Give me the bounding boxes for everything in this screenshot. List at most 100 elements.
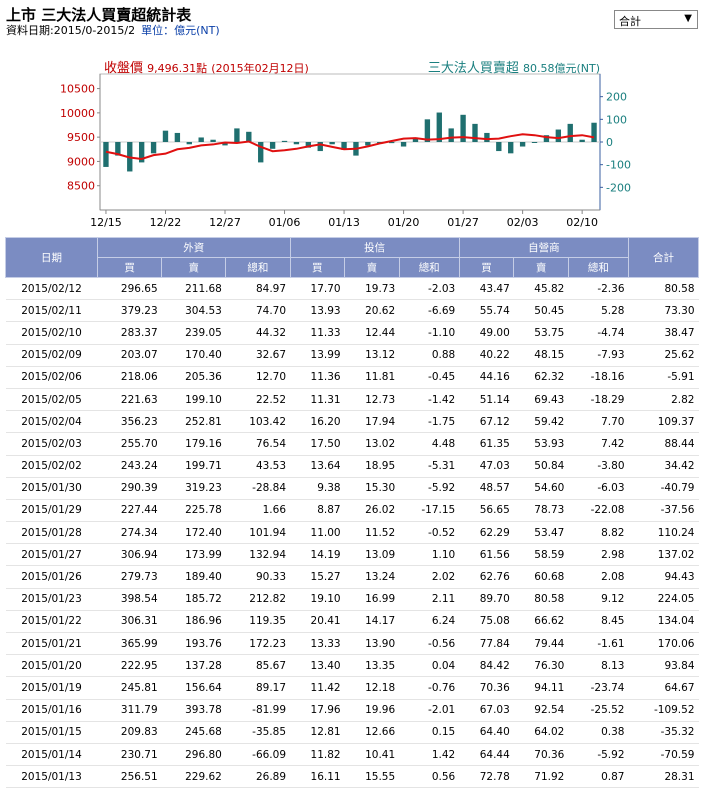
net-buy-bar: [591, 122, 597, 142]
row-value: 193.76: [161, 632, 226, 656]
row-value: 80.58: [628, 277, 699, 301]
row-value: 15.27: [290, 565, 345, 589]
row-value: 256.51: [97, 765, 162, 788]
row-value: 290.39: [97, 477, 162, 500]
row-date: 2015/02/10: [5, 321, 98, 345]
row-value: 51.14: [459, 388, 514, 412]
row-value: 14.17: [344, 610, 400, 634]
header-dealer-net: 總和: [567, 257, 630, 278]
row-value: 12.81: [290, 721, 345, 744]
summary-select[interactable]: 合計 ▼: [614, 10, 698, 29]
institutional-table: 日期 外資 投信 自營商 合計 買 賣 總和 買 賣 總和 買 賣 總和 201…: [5, 237, 699, 788]
date-label: 資料日期:2015/0-2015/2: [6, 24, 136, 37]
row-value: 0.88: [399, 344, 460, 367]
row-value: 13.90: [344, 632, 400, 656]
row-date: 2015/01/20: [5, 654, 98, 678]
row-value: 6.24: [399, 610, 460, 634]
row-value: 8.82: [568, 521, 629, 545]
row-value: 22.52: [225, 388, 291, 412]
table-row: 2015/02/03 255.70 179.16 76.54 17.50 13.02 4.4…: [5, 432, 699, 456]
row-value: 84.97: [225, 277, 291, 301]
row-value: 45.82: [513, 277, 569, 301]
row-value: -23.74: [568, 676, 629, 700]
row-value: 13.35: [344, 654, 400, 678]
row-value: 17.50: [290, 432, 345, 456]
row-value: 173.99: [161, 543, 226, 567]
row-value: 189.40: [161, 565, 226, 589]
right-tick-label: 100: [606, 113, 627, 126]
row-value: 77.84: [459, 632, 514, 656]
row-value: 55.74: [459, 299, 514, 323]
row-value: -2.03: [399, 277, 460, 301]
net-buy-bar: [138, 142, 145, 163]
row-value: 76.54: [225, 432, 291, 456]
row-date: 2015/01/22: [5, 610, 98, 634]
net-buy-bar: [496, 142, 502, 152]
row-value: 137.28: [161, 654, 226, 678]
row-value: 64.67: [628, 676, 699, 700]
left-tick-label: 10000: [60, 107, 95, 120]
row-value: 53.93: [513, 432, 569, 456]
row-value: 356.23: [97, 410, 162, 434]
net-buy-bar: [341, 142, 347, 150]
row-value: 58.59: [513, 543, 569, 567]
row-value: 172.40: [161, 521, 226, 545]
unit-label: 單位：億元(NT): [141, 24, 220, 37]
row-date: 2015/02/03: [5, 432, 98, 456]
table-row: 2015/02/10 283.37 239.05 44.32 11.33 12.44 -1.…: [5, 321, 699, 345]
row-value: 1.10: [399, 543, 460, 567]
net-buy-bar: [329, 142, 335, 145]
table-row: 2015/01/26 279.73 189.40 90.33 15.27 13.24 2.0…: [5, 565, 699, 589]
header-trust-buy: 買: [289, 257, 346, 278]
row-value: -22.08: [568, 499, 629, 523]
table-row: 2015/02/09 203.07 170.40 32.67 13.99 13.12 0.8…: [5, 344, 699, 367]
row-date: 2015/01/15: [5, 721, 98, 744]
row-value: 53.75: [513, 321, 569, 345]
row-value: 64.44: [459, 743, 514, 767]
row-date: 2015/02/04: [5, 410, 98, 434]
legend-close-price: 收盤價 9,496.31點 (2015年02月12日): [104, 57, 309, 76]
row-value: 89.17: [225, 676, 291, 700]
net-buy-bar: [198, 137, 204, 142]
row-value: 62.76: [459, 565, 514, 589]
row-value: 0.56: [399, 765, 460, 788]
x-tick-label: 12/15: [90, 216, 122, 229]
x-tick-label: 02/03: [507, 216, 539, 229]
row-value: 89.70: [459, 588, 514, 611]
row-value: 92.54: [513, 699, 569, 722]
header-foreign: 外資: [97, 237, 291, 258]
row-value: 43.47: [459, 277, 514, 301]
row-value: 319.23: [161, 477, 226, 500]
row-value: -18.29: [568, 388, 629, 412]
row-value: 212.82: [225, 588, 291, 611]
row-value: 2.11: [399, 588, 460, 611]
net-buy-bar: [436, 112, 442, 142]
row-value: 103.42: [225, 410, 291, 434]
row-date: 2015/01/14: [5, 743, 98, 767]
legend-close-value: 9,496.31點: [147, 62, 208, 75]
row-date: 2015/01/21: [5, 632, 98, 656]
row-value: 10.41: [344, 743, 400, 767]
row-value: 50.84: [513, 455, 569, 478]
table-row: 2015/01/23 398.54 185.72 212.82 19.10 16.99 2.…: [5, 588, 699, 611]
row-value: 170.40: [161, 344, 226, 367]
net-buy-bar: [305, 142, 312, 148]
table-row: 2015/02/05 221.63 199.10 22.52 11.31 12.73 -1.…: [5, 388, 699, 412]
row-value: 70.36: [513, 743, 569, 767]
row-value: 0.04: [399, 654, 460, 678]
row-value: 229.62: [161, 765, 226, 788]
row-value: 224.05: [628, 588, 699, 611]
row-value: 11.82: [290, 743, 345, 767]
row-value: 28.31: [628, 765, 699, 788]
summary-select-value: 合計: [619, 15, 641, 28]
table-row: 2015/01/13 256.51 229.62 26.89 16.11 15.55 0.5…: [5, 765, 699, 788]
row-value: -81.99: [225, 699, 291, 722]
row-value: 17.70: [290, 277, 345, 301]
row-value: 225.78: [161, 499, 226, 523]
header-trust-net: 總和: [398, 257, 460, 278]
row-date: 2015/02/06: [5, 366, 98, 389]
row-value: 16.20: [290, 410, 345, 434]
row-value: 296.80: [161, 743, 226, 767]
row-value: 156.64: [161, 676, 226, 700]
row-value: 8.87: [290, 499, 345, 523]
